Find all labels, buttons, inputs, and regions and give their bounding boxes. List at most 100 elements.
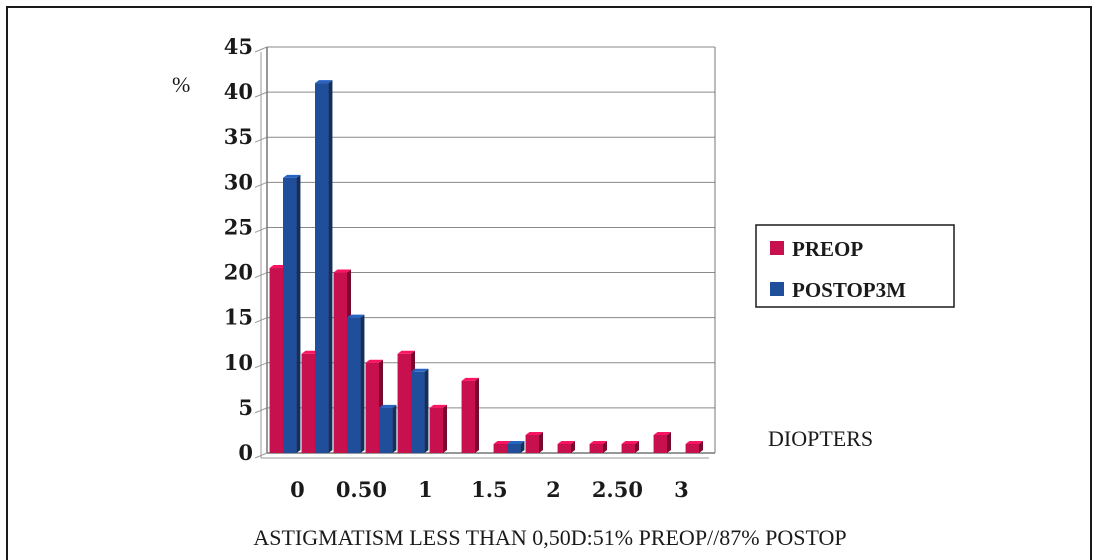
bar-top <box>525 431 543 435</box>
bar-side <box>443 404 447 453</box>
legend-label-postop3m: POSTOP3M <box>792 278 906 302</box>
bar-side <box>571 440 575 453</box>
bar-front <box>507 443 521 453</box>
bar-front <box>411 371 425 453</box>
bar-top <box>461 377 479 381</box>
bar-preop-2 <box>525 431 543 453</box>
x-tick-label: 0.50 <box>336 477 387 502</box>
bar-top <box>301 350 319 354</box>
bar-side <box>475 377 479 453</box>
bar-front <box>283 177 297 454</box>
bar-side <box>539 431 543 453</box>
bars <box>269 80 703 454</box>
bar-top <box>557 440 575 444</box>
y-tick-label: 15 <box>224 305 253 330</box>
bar-side <box>667 431 671 453</box>
bar-front <box>525 434 539 453</box>
x-tick-label: 1.5 <box>471 477 508 502</box>
bar-side <box>424 368 429 453</box>
x-tick-label: 3 <box>674 477 689 502</box>
bar-top <box>589 440 607 444</box>
chart-frame <box>6 6 1092 560</box>
bar-front <box>621 443 635 453</box>
bar-front <box>315 83 329 453</box>
bar-side <box>520 440 525 453</box>
bar-side <box>635 440 639 453</box>
bar-top <box>685 440 703 444</box>
bar-top <box>333 269 351 273</box>
bar-top <box>379 404 397 408</box>
bar-front <box>333 272 347 453</box>
bar-top <box>493 440 511 444</box>
bar-top <box>365 359 383 363</box>
bar-top <box>283 174 301 178</box>
bar-front <box>365 362 379 453</box>
legend: PREOP POSTOP3M <box>755 224 955 308</box>
bar-top <box>429 404 447 408</box>
bar-preop-1.5 <box>461 377 479 453</box>
bar-top <box>621 440 639 444</box>
legend-swatch-postop3m <box>770 282 784 296</box>
bar-postop3m-1 <box>411 368 429 453</box>
y-tick-label: 45 <box>224 34 253 59</box>
chart-caption: ASTIGMATISM LESS THAN 0,50D:51% PREOP//8… <box>253 525 846 550</box>
bar-side <box>699 440 703 453</box>
bar-top <box>315 80 333 84</box>
y-tick-label: 25 <box>224 214 253 239</box>
y-tick-labels: 0 5 10 15 20 25 30 35 40 45 <box>224 34 253 465</box>
legend-box <box>755 224 955 308</box>
y-tick-label: 35 <box>224 124 253 149</box>
bar-top <box>397 350 415 354</box>
bar-postop3m-0.75 <box>379 404 397 453</box>
bar-side <box>328 80 333 453</box>
x-axis-label: DIOPTERS <box>768 426 873 451</box>
bar-front <box>557 443 571 453</box>
y-tick-label: 0 <box>238 440 253 465</box>
bar-postop3m-0 <box>283 174 301 454</box>
bar-front <box>379 407 393 453</box>
gridline-side <box>254 46 268 53</box>
bar-postop3m-0.50 <box>347 314 365 453</box>
legend-swatch-preop <box>770 241 784 255</box>
bar-preop-3.25 <box>685 440 703 453</box>
bar-side <box>603 440 607 453</box>
bar-top <box>653 431 671 435</box>
x-tick-label: 2 <box>546 477 561 502</box>
y-tick-label: 40 <box>224 79 253 104</box>
legend-label-preop: PREOP <box>792 237 863 261</box>
bar-preop-1.25 <box>429 404 447 453</box>
y-tick-label: 20 <box>224 260 253 285</box>
y-tick-label: 5 <box>238 395 253 420</box>
x-tick-label: 0 <box>290 477 305 502</box>
bar-front <box>429 407 443 453</box>
bar-side <box>360 314 365 453</box>
bar-front <box>269 268 283 453</box>
x-tick-labels: 0 0.50 1 1.5 2 2.50 3 <box>290 477 689 502</box>
bar-front <box>397 353 411 453</box>
bar-side <box>392 404 397 453</box>
bar-front <box>589 443 603 453</box>
x-tick-label: 1 <box>418 477 433 502</box>
bar-front <box>653 434 667 453</box>
y-tick-label: 30 <box>224 169 253 194</box>
bar-preop-2.50 <box>589 440 607 453</box>
bar-postop3m-0.25 <box>315 80 333 453</box>
bar-side <box>296 174 301 454</box>
bar-preop-2.75 <box>621 440 639 453</box>
bar-top <box>269 265 287 269</box>
bar-front <box>685 443 699 453</box>
x-tick-label: 2.50 <box>592 477 643 502</box>
bar-front <box>347 317 361 453</box>
bar-top <box>411 368 429 372</box>
bar-front <box>461 380 475 453</box>
bar-front <box>301 353 315 453</box>
bar-postop3m-1.75 <box>507 440 525 453</box>
y-axis-label: % <box>172 72 190 97</box>
y-tick-label: 10 <box>224 350 253 375</box>
bar-top <box>347 314 365 318</box>
bar-preop-2.25 <box>557 440 575 453</box>
bar-front <box>493 443 507 453</box>
bar-top <box>507 440 525 444</box>
bar-preop-3 <box>653 431 671 453</box>
